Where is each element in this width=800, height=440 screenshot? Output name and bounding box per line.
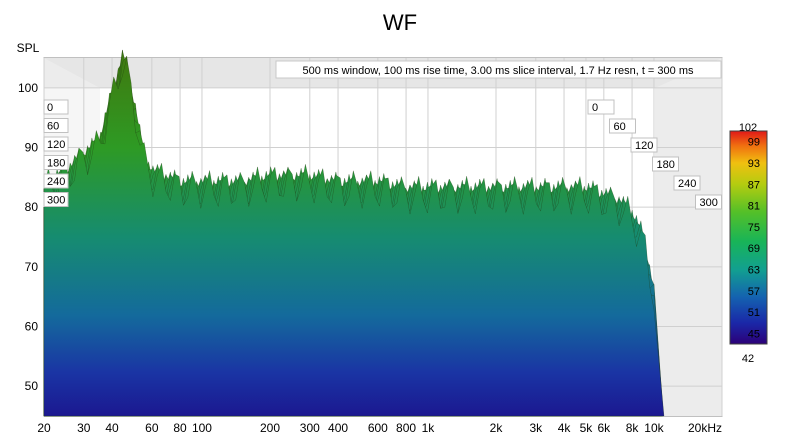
colorbar-label: 102 [739,122,757,134]
time-tick-label: 180 [657,159,675,171]
info-text: 500 ms window, 100 ms rise time, 3.00 ms… [303,65,694,77]
x-tick-label: 400 [328,421,348,435]
chart-title: WF [383,10,417,35]
time-tick-label: 120 [47,139,65,151]
time-tick-box [630,137,658,153]
colorbar-label: 81 [748,201,760,213]
y-tick-label: 90 [25,141,39,155]
x-tick-label: 8k [626,421,640,435]
x-tick-label: 40 [105,421,119,435]
time-tick-label: 0 [47,102,53,114]
time-tick-box [43,118,69,133]
colorbar-label: 93 [748,158,760,170]
x-tick-label: 6k [597,421,611,435]
time-tick-label: 180 [47,158,65,170]
x-tick-label: 200 [260,421,280,435]
time-tick-label: 300 [47,195,65,207]
y-tick-label: 50 [25,379,39,393]
colorbar-label: 69 [748,243,760,255]
time-tick-label: 60 [47,121,59,133]
time-tick-box [43,173,69,189]
time-tick-label: 240 [47,176,65,188]
info-box [275,60,722,79]
colorbar-label: 45 [748,328,760,340]
time-tick-box [673,175,701,191]
x-axis-ticks: 20 30 40 60 80 100 200 300 400 600 800 1k 2k 3k 4k 5k 6k… [37,421,722,435]
y-tick-label: 60 [25,320,39,334]
colorbar-label: 87 [748,179,760,191]
right-wall [655,58,722,416]
colorbar-label: 63 [748,264,760,276]
colorbar-label: 75 [748,222,760,234]
x-tick-label: 600 [368,421,388,435]
x-tick-label: 300 [300,421,320,435]
x-tick-label: 800 [396,421,416,435]
x-tick-label: 10k [644,421,664,435]
time-axis-left: 0 60 120 180 240 300 [43,99,69,207]
time-tick-box [43,192,69,207]
waterfall-slices [43,49,665,417]
x-tick-label: 3k [529,421,543,435]
x-tick-label: 20kHz [688,421,722,435]
y-tick-label: 70 [25,260,39,274]
time-tick-box [652,156,679,172]
time-tick-label: 60 [614,121,626,133]
time-tick-box [43,99,69,115]
y-axis-ticks: 50 60 70 80 90 100 [18,81,38,393]
x-tick-label: 2k [490,421,504,435]
time-tick-label: 120 [635,140,653,152]
x-tick-label: 1k [422,421,436,435]
x-tick-label: 20 [37,421,51,435]
x-tick-label: 5k [580,421,594,435]
y-axis-label: SPL [17,41,40,55]
y-tick-label: 100 [18,81,38,95]
x-tick-label: 80 [173,421,187,435]
x-tick-label: 4k [558,421,572,435]
colorbar-label: 99 [748,137,760,149]
colorbar-label: 51 [748,307,760,319]
colorbar-label: 57 [748,286,760,298]
time-tick-label: 0 [592,102,598,114]
time-tick-label: 240 [678,178,696,190]
colorbar [729,130,768,345]
x-tick-label: 30 [77,421,91,435]
time-tick-box [43,136,69,152]
waterfall-slice [43,57,665,417]
time-tick-box [587,99,615,115]
time-tick-box [695,194,722,210]
colorbar-labels: 102 99 93 87 81 75 69 63 57 51 45 42 [739,122,760,365]
x-tick-label: 100 [192,421,212,435]
time-tick-box [43,155,69,170]
time-tick-box [609,118,636,134]
y-tick-label: 80 [25,200,39,214]
time-tick-label: 300 [700,197,718,209]
colorbar-label: 42 [742,353,754,365]
x-tick-label: 60 [145,421,159,435]
